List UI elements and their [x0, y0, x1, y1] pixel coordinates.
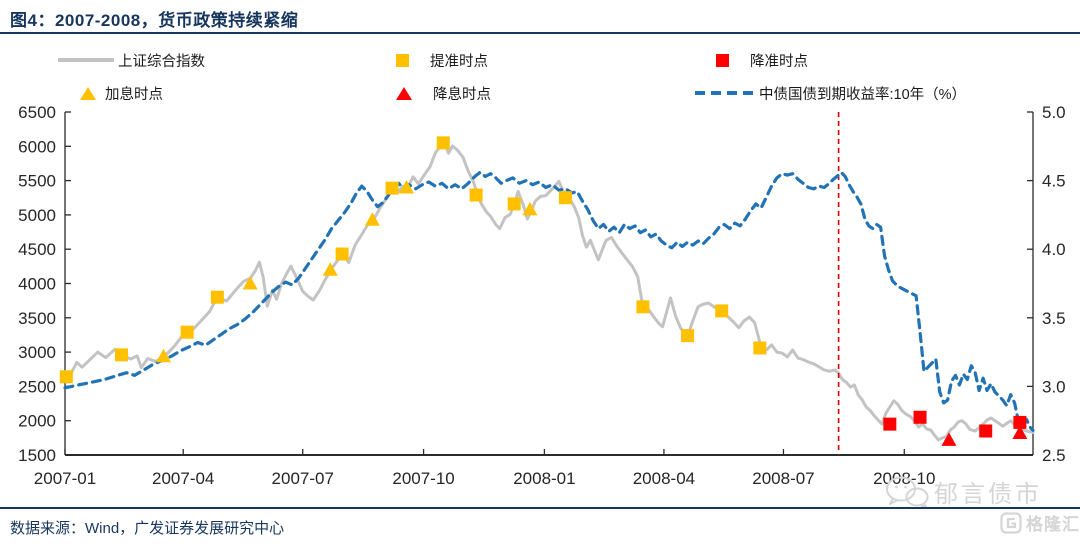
- rrr-cut-marker: [883, 417, 897, 431]
- data-source: 数据来源：Wind，广发证券发展研究中心: [10, 520, 285, 537]
- rrr-hike-marker: [681, 329, 695, 343]
- rate-hike-marker: [522, 201, 538, 216]
- x-tick-label: 2008-04: [633, 469, 695, 488]
- legend-label: 降准时点: [750, 53, 808, 70]
- y-left-tick-label: 6000: [18, 137, 56, 156]
- y-left-tick-label: 3000: [18, 343, 56, 362]
- rate-hike-marker: [242, 276, 258, 290]
- rrr-hike-marker: [507, 197, 521, 211]
- x-tick-label: 2007-04: [152, 469, 214, 488]
- legend-item-index: 上证综合指数: [58, 51, 205, 70]
- brand-watermark-text: 郁言债市: [934, 481, 1042, 508]
- rrr-hike-marker: [59, 370, 73, 384]
- rrr-hike-marker: [210, 290, 224, 304]
- rrr-hike-marker: [558, 191, 572, 205]
- y-left-tick-label: 6500: [18, 103, 56, 122]
- rrr-hike-marker: [469, 188, 483, 202]
- yield-line-swatch: [695, 90, 753, 96]
- rate-hike-marker: [364, 212, 380, 226]
- rrr-cut-marker-swatch: [716, 53, 729, 67]
- y-left-tick-label: 2000: [18, 412, 56, 431]
- legend-item-rrr-hike: 提准时点: [396, 51, 488, 70]
- rrr-hike-marker: [335, 247, 349, 261]
- rrr-hike-marker: [180, 325, 194, 339]
- legend-label: 上证综合指数: [118, 53, 205, 70]
- legend-item-rate-cut: 降息时点: [396, 84, 491, 103]
- rrr-hike-marker: [753, 341, 767, 355]
- rrr-cut-marker: [1013, 415, 1027, 429]
- rate-hike-marker: [322, 262, 338, 276]
- x-tick-label: 2008-07: [752, 469, 814, 488]
- legend-label: 中债国债到期收益率:10年（%）: [759, 86, 967, 103]
- y-left-tick-label: 5500: [18, 172, 56, 191]
- y-right-tick-label: 4.5: [1042, 172, 1066, 191]
- footer-rule: [0, 507, 1080, 509]
- legend-item-rate-hike: 加息时点: [80, 84, 163, 103]
- y-left-tick-label: 4500: [18, 240, 56, 259]
- y-left-tick-label: 5000: [18, 206, 56, 225]
- legend-item-rrr-cut: 降准时点: [716, 51, 808, 70]
- rate-cut-marker-swatch: [396, 86, 412, 100]
- rrr-hike-marker: [436, 136, 450, 150]
- title-rule: [0, 32, 1080, 34]
- x-tick-label: 2007-07: [272, 469, 334, 488]
- rrr-hike-marker: [636, 300, 650, 314]
- gelonghui-icon: [1000, 511, 1022, 534]
- y-right-tick-label: 3.5: [1042, 309, 1066, 328]
- y-left-tick-label: 4000: [18, 275, 56, 294]
- rate-hike-marker-swatch: [80, 86, 96, 100]
- y-right-tick-label: 2.5: [1042, 446, 1066, 465]
- y-right-tick-label: 5.0: [1042, 103, 1066, 122]
- legend-label: 提准时点: [430, 53, 488, 70]
- rate-hike-marker: [156, 348, 172, 363]
- x-tick-label: 2007-10: [392, 469, 454, 488]
- legend-item-yield: 中债国债到期收益率:10年（%）: [695, 84, 967, 103]
- x-tick-label: 2008-01: [513, 469, 575, 488]
- y-right-tick-label: 4.0: [1042, 240, 1066, 259]
- wechat-icon: [886, 476, 929, 509]
- rate-hike-marker: [398, 179, 414, 194]
- y-left-tick-label: 2500: [18, 377, 56, 396]
- rate-cut-marker: [941, 432, 957, 446]
- rrr-hike-marker: [385, 181, 399, 195]
- platform-logo: 格隆汇: [1000, 510, 1080, 535]
- rrr-hike-marker: [715, 304, 729, 318]
- legend-label: 加息时点: [105, 86, 163, 103]
- index-line-series: [63, 141, 1035, 442]
- rrr-cut-marker: [979, 424, 993, 438]
- platform-logo-text: 格隆汇: [1026, 515, 1080, 534]
- y-left-tick-label: 3500: [18, 309, 56, 328]
- legend-label: 降息时点: [433, 86, 491, 103]
- rate-cut-marker: [1012, 425, 1028, 440]
- figure-title: 图4：2007-2008，货币政策持续紧缩: [10, 11, 299, 30]
- rrr-hike-marker-swatch: [396, 53, 409, 67]
- brand-watermark: 郁言债市: [884, 474, 1042, 509]
- rrr-cut-marker: [913, 410, 927, 424]
- y-left-tick-label: 1500: [18, 446, 56, 465]
- y-right-tick-label: 3.0: [1042, 377, 1066, 396]
- rrr-hike-marker: [114, 348, 128, 362]
- index-line-swatch: [58, 58, 114, 62]
- yield-line-series: [63, 170, 1035, 432]
- x-tick-label: 2007-01: [34, 469, 96, 488]
